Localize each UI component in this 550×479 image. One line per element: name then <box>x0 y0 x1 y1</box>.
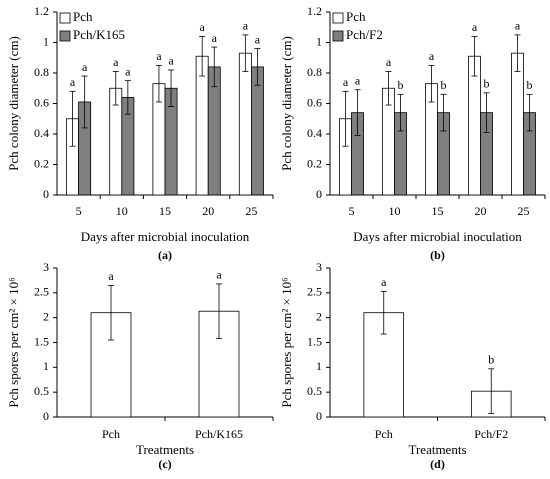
significance-letter: a <box>168 54 174 68</box>
y-tick-label: 2 <box>316 309 322 323</box>
significance-letter: a <box>108 269 114 283</box>
significance-letter: a <box>125 64 131 78</box>
y-tick-label: 0.8 <box>34 65 49 79</box>
x-tick-label: Pch/K165 <box>195 427 243 441</box>
y-tick-label: 1.2 <box>307 4 322 18</box>
x-tick-label: 25 <box>518 204 530 218</box>
y-tick-label: 0 <box>43 409 49 423</box>
y-tick-label: 0.5 <box>307 384 322 398</box>
x-axis-label: Treatments <box>408 442 466 457</box>
x-tick-label: Pch/F2 <box>474 427 508 441</box>
x-tick-label: 5 <box>76 204 82 218</box>
x-tick-label: 15 <box>432 204 444 218</box>
legend-swatch <box>332 30 344 42</box>
y-tick-label: 0.2 <box>34 156 49 170</box>
y-tick-label: 2.5 <box>34 285 49 299</box>
legend-label: Pch/F2 <box>346 27 383 42</box>
panel-label: (a) <box>158 248 172 262</box>
y-tick-label: 1 <box>316 359 322 373</box>
significance-letter: a <box>472 20 478 34</box>
y-tick-label: 3 <box>43 260 49 274</box>
significance-letter: a <box>355 74 361 88</box>
x-tick-label: 15 <box>159 204 171 218</box>
significance-letter: b <box>398 78 404 92</box>
bar <box>511 52 524 196</box>
y-tick-label: 0 <box>316 187 322 201</box>
panel-label: (b) <box>430 248 445 262</box>
legend-label: Pch/K165 <box>73 27 125 42</box>
significance-letter: b <box>488 353 494 367</box>
significance-letter: a <box>113 55 119 69</box>
x-tick-label: Pch <box>375 427 393 441</box>
y-tick-label: 0.8 <box>307 65 322 79</box>
significance-letter: a <box>70 75 76 89</box>
y-tick-label: 0.2 <box>307 156 322 170</box>
bar <box>238 52 252 196</box>
y-tick-label: 3 <box>316 260 322 274</box>
bar <box>195 55 209 196</box>
bar <box>250 66 264 196</box>
legend-label: Pch <box>73 9 93 24</box>
legend-swatch <box>332 12 344 24</box>
legend-swatch <box>59 12 71 24</box>
y-axis-label: Pch spores per cm² × 10⁶ <box>279 277 294 407</box>
y-tick-label: 0 <box>43 187 49 201</box>
panel-label: (c) <box>158 457 171 471</box>
significance-letter: b <box>441 78 447 92</box>
significance-letter: a <box>386 55 392 69</box>
significance-letter: a <box>515 19 521 33</box>
y-tick-label: 1 <box>316 34 322 48</box>
y-tick-label: 2.5 <box>307 285 322 299</box>
significance-letter: a <box>212 31 218 45</box>
y-tick-label: 0.4 <box>34 126 49 140</box>
significance-letter: a <box>381 275 387 289</box>
y-tick-label: 0.5 <box>34 384 49 398</box>
x-tick-label: 20 <box>202 204 214 218</box>
y-tick-label: 1.5 <box>34 334 49 348</box>
x-tick-label: 25 <box>245 204 257 218</box>
panel-label: (d) <box>430 457 445 471</box>
significance-letter: a <box>343 75 349 89</box>
y-tick-label: 0.6 <box>307 95 322 109</box>
significance-letter: a <box>199 20 205 34</box>
legend-swatch <box>59 30 71 42</box>
y-tick-label: 0 <box>316 409 322 423</box>
x-tick-label: 5 <box>349 204 355 218</box>
y-tick-label: 1.5 <box>307 334 322 348</box>
y-tick-label: 1 <box>43 359 49 373</box>
legend-label: Pch <box>346 9 366 24</box>
significance-letter: a <box>255 32 261 46</box>
x-axis-label: Treatments <box>136 442 194 457</box>
y-tick-label: 0.6 <box>34 95 49 109</box>
y-tick-label: 2 <box>43 309 49 323</box>
x-tick-label: 20 <box>475 204 487 218</box>
y-axis-label: Pch colony diameter (cm) <box>279 36 294 171</box>
y-axis-label: Pch spores per cm² × 10⁶ <box>6 277 21 407</box>
y-axis-label: Pch colony diameter (cm) <box>6 36 21 171</box>
y-tick-label: 0.4 <box>307 126 322 140</box>
y-tick-label: 1.2 <box>34 4 49 18</box>
x-tick-label: Pch <box>102 427 120 441</box>
significance-letter: a <box>216 268 222 282</box>
y-tick-label: 1 <box>43 34 49 48</box>
significance-letter: b <box>484 77 490 91</box>
bar <box>468 55 481 196</box>
significance-letter: a <box>82 60 88 74</box>
significance-letter: a <box>429 49 435 63</box>
x-axis-label: Days after microbial inoculation <box>81 229 250 244</box>
significance-letter: b <box>527 78 533 92</box>
x-tick-label: 10 <box>116 204 128 218</box>
x-axis-label: Days after microbial inoculation <box>353 229 522 244</box>
significance-letter: a <box>243 19 249 33</box>
x-tick-label: 10 <box>389 204 401 218</box>
significance-letter: a <box>156 49 162 63</box>
